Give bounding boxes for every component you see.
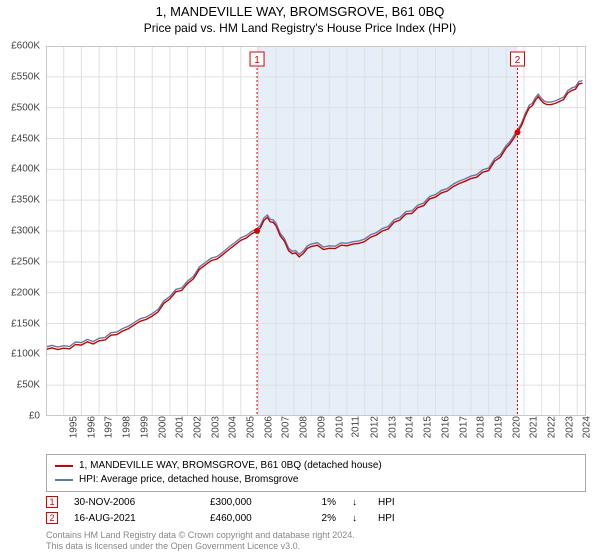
y-axis-labels: £0£50K£100K£150K£200K£250K£300K£350K£400… [0,46,44,416]
x-tick-label: 2021 [529,416,540,438]
x-tick-label: 1998 [121,416,132,438]
legend-swatch [55,465,73,467]
footnote-line: This data is licensed under the Open Gov… [46,541,586,552]
x-tick-label: 2022 [546,416,557,438]
y-tick-label: £350K [11,195,40,206]
y-tick-label: £200K [11,287,40,298]
sale-row: 1 30-NOV-2006 £300,000 1% ↓ HPI [46,494,586,510]
x-tick-label: 2010 [334,416,345,438]
y-tick-label: £100K [11,349,40,360]
x-tick-label: 2007 [281,416,292,438]
down-arrow-icon: ↓ [352,497,362,508]
x-tick-label: 2019 [493,416,504,438]
x-tick-label: 1995 [68,416,79,438]
x-tick-label: 2008 [298,416,309,438]
x-tick-label: 2009 [316,416,327,438]
y-tick-label: £0 [29,411,40,422]
sale-pct: 1% [306,497,336,508]
y-tick-label: £50K [17,380,40,391]
x-tick-label: 2015 [422,416,433,438]
sale-pct: 2% [306,513,336,524]
x-tick-label: 2018 [475,416,486,438]
legend-label: 1, MANDEVILLE WAY, BROMSGROVE, B61 0BQ (… [79,459,382,473]
x-tick-label: 2017 [458,416,469,438]
svg-text:2: 2 [515,55,521,66]
sales-table: 1 30-NOV-2006 £300,000 1% ↓ HPI 2 16-AUG-2021 £4… [46,494,586,526]
sale-price: £460,000 [210,513,290,524]
x-tick-label: 1999 [139,416,150,438]
chart-plot-area: 12 [46,46,586,416]
down-arrow-icon: ↓ [352,513,362,524]
x-tick-label: 2014 [405,416,416,438]
y-tick-label: £400K [11,164,40,175]
y-tick-label: £600K [11,41,40,52]
sale-date: 30-NOV-2006 [74,497,194,508]
legend-item: 1, MANDEVILLE WAY, BROMSGROVE, B61 0BQ (… [55,459,577,473]
svg-text:1: 1 [254,55,260,66]
legend: 1, MANDEVILLE WAY, BROMSGROVE, B61 0BQ (… [46,454,586,492]
legend-swatch [55,479,73,481]
y-tick-label: £300K [11,226,40,237]
x-tick-label: 2006 [263,416,274,438]
sale-marker-icon: 2 [46,512,58,524]
title-block: 1, MANDEVILLE WAY, BROMSGROVE, B61 0BQ P… [0,0,600,37]
y-tick-label: £550K [11,71,40,82]
sale-marker-icon: 1 [46,496,58,508]
chart-title: 1, MANDEVILLE WAY, BROMSGROVE, B61 0BQ [0,4,600,19]
x-tick-label: 2016 [440,416,451,438]
sale-price: £300,000 [210,497,290,508]
footnote-line: Contains HM Land Registry data © Crown c… [46,530,586,541]
sale-date: 16-AUG-2021 [74,513,194,524]
x-tick-label: 2000 [157,416,168,438]
x-tick-label: 2011 [351,416,362,438]
legend-item: HPI: Average price, detached house, Brom… [55,473,577,487]
y-tick-label: £250K [11,256,40,267]
y-tick-label: £150K [11,318,40,329]
x-tick-label: 1996 [86,416,97,438]
sale-ref: HPI [378,513,395,524]
y-tick-label: £500K [11,102,40,113]
x-tick-label: 2020 [511,416,522,438]
y-tick-label: £450K [11,133,40,144]
x-tick-label: 2024 [582,416,593,438]
x-tick-label: 2002 [192,416,203,438]
sale-row: 2 16-AUG-2021 £460,000 2% ↓ HPI [46,510,586,526]
footnote: Contains HM Land Registry data © Crown c… [46,530,586,552]
x-tick-label: 2001 [174,416,185,438]
chart-subtitle: Price paid vs. HM Land Registry's House … [0,21,600,35]
x-tick-label: 2023 [564,416,575,438]
x-tick-label: 2004 [228,416,239,438]
x-tick-label: 2013 [387,416,398,438]
x-tick-label: 2005 [245,416,256,438]
sale-ref: HPI [378,497,395,508]
x-tick-label: 1997 [104,416,115,438]
x-tick-label: 2012 [369,416,380,438]
x-tick-label: 2003 [210,416,221,438]
x-axis-labels: 1995 1996 1997 1998 1999 2000 2001 2002 2003 2004… [46,416,586,456]
legend-label: HPI: Average price, detached house, Brom… [79,473,298,487]
